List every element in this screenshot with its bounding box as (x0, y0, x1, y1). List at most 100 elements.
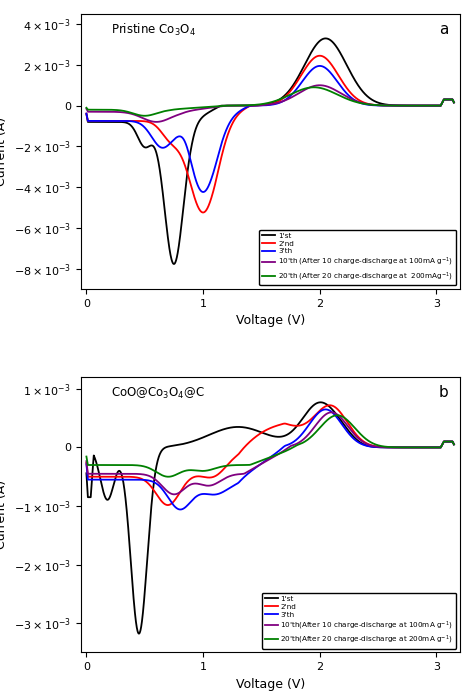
Line: 2'nd: 2'nd (86, 405, 454, 505)
20'th(After 20 charge-discharge at 200mA g$^{-1}$) (335, 411, 340, 419)
3'th (323, 405, 328, 414)
20'th (After 20 charge-discharge at  200mAg$^{-1}$) (444, 95, 450, 103)
2'nd (83, 459, 89, 467)
10'th(After 10 charge-discharge at 100mA g$^{-1}$) (171, 490, 177, 498)
10'th (After 10 charge-discharge at 100mA g$^{-1}$) (126, 109, 131, 117)
Text: a: a (439, 22, 448, 37)
Line: 1'st: 1'st (86, 38, 454, 264)
2'nd (126, 117, 131, 125)
1'st (136, 629, 142, 638)
2'nd (200, 208, 206, 217)
Line: 2'nd: 2'nd (86, 56, 454, 212)
2'nd (147, 119, 153, 127)
3'th (177, 505, 183, 514)
2'nd (451, 440, 457, 448)
20'th (After 20 charge-discharge at  200mAg$^{-1}$) (404, 101, 410, 110)
Line: 3'th: 3'th (86, 409, 454, 509)
10'th(After 10 charge-discharge at 100mA g$^{-1}$) (126, 470, 131, 478)
2'nd (451, 99, 457, 107)
20'th(After 20 charge-discharge at 200mA g$^{-1}$) (451, 440, 457, 448)
10'th(After 10 charge-discharge at 100mA g$^{-1}$) (83, 457, 89, 465)
Line: 3'th: 3'th (86, 66, 454, 192)
1'st (83, 110, 89, 118)
1'st (126, 119, 131, 128)
2'nd (404, 443, 410, 452)
3'th (83, 110, 89, 118)
Text: Pristine Co$_3$O$_4$: Pristine Co$_3$O$_4$ (111, 22, 196, 38)
Line: 1'st: 1'st (86, 403, 454, 634)
20'th (After 20 charge-discharge at  200mAg$^{-1}$) (451, 99, 457, 107)
20'th (After 20 charge-discharge at  200mAg$^{-1}$) (311, 83, 317, 92)
2'nd (444, 95, 450, 103)
3'th (451, 440, 457, 448)
20'th (After 20 charge-discharge at  200mAg$^{-1}$) (126, 108, 131, 116)
2'nd (404, 101, 410, 110)
1'st (404, 101, 410, 110)
10'th(After 10 charge-discharge at 100mA g$^{-1}$) (451, 440, 457, 448)
2'nd (327, 401, 333, 409)
Line: 10'th (After 10 charge-discharge at 100mA g$^{-1}$): 10'th (After 10 charge-discharge at 100m… (86, 85, 454, 122)
3'th (444, 437, 450, 446)
20'th(After 20 charge-discharge at 200mA g$^{-1}$) (165, 473, 171, 481)
3'th (404, 443, 410, 452)
20'th (After 20 charge-discharge at  200mAg$^{-1}$) (225, 101, 230, 110)
3'th (317, 62, 323, 70)
10'th(After 10 charge-discharge at 100mA g$^{-1}$) (404, 443, 410, 452)
2'nd (241, 105, 246, 114)
10'th(After 10 charge-discharge at 100mA g$^{-1}$) (444, 437, 450, 446)
1'st (451, 99, 457, 107)
3'th (147, 477, 153, 485)
20'th(After 20 charge-discharge at 200mA g$^{-1}$) (83, 452, 89, 461)
3'th (126, 475, 131, 484)
10'th(After 10 charge-discharge at 100mA g$^{-1}$) (328, 408, 334, 416)
2'nd (444, 437, 450, 446)
1'st (444, 437, 450, 446)
20'th(After 20 charge-discharge at 200mA g$^{-1}$) (126, 461, 131, 469)
10'th(After 10 charge-discharge at 100mA g$^{-1}$) (147, 472, 153, 480)
2'nd (317, 51, 323, 60)
3'th (444, 95, 450, 103)
1'st (323, 34, 328, 42)
1'st (225, 101, 230, 110)
20'th(After 20 charge-discharge at 200mA g$^{-1}$) (147, 464, 153, 473)
1'st (318, 398, 323, 407)
3'th (241, 473, 246, 482)
20'th(After 20 charge-discharge at 200mA g$^{-1}$) (225, 462, 230, 470)
Text: b: b (438, 385, 448, 400)
1'st (83, 469, 89, 477)
1'st (147, 515, 153, 523)
1'st (404, 443, 410, 452)
1'st (126, 525, 131, 534)
Line: 10'th(After 10 charge-discharge at 100mA g$^{-1}$): 10'th(After 10 charge-discharge at 100mA… (86, 412, 454, 494)
3'th (404, 101, 410, 110)
2'nd (147, 482, 153, 490)
20'th(After 20 charge-discharge at 200mA g$^{-1}$) (404, 443, 410, 452)
2'nd (83, 110, 89, 118)
2'nd (126, 473, 131, 481)
10'th (After 10 charge-discharge at 100mA g$^{-1}$) (451, 99, 457, 107)
10'th (After 10 charge-discharge at 100mA g$^{-1}$) (241, 101, 246, 110)
20'th (After 20 charge-discharge at  200mAg$^{-1}$) (83, 103, 89, 112)
X-axis label: Voltage (V): Voltage (V) (236, 314, 305, 328)
10'th (After 10 charge-discharge at 100mA g$^{-1}$) (317, 81, 323, 90)
1'st (147, 142, 153, 150)
Legend: 1'st, 2'nd, 3'th, 10'th(After 10 charge-discharge at 100mA g$^{-1}$), 20'th(Afte: 1'st, 2'nd, 3'th, 10'th(After 10 charge-… (262, 593, 456, 649)
3'th (83, 460, 89, 468)
Line: 20'th(After 20 charge-discharge at 200mA g$^{-1}$): 20'th(After 20 charge-discharge at 200mA… (86, 415, 454, 477)
20'th (After 20 charge-discharge at  200mAg$^{-1}$) (241, 101, 246, 110)
2'nd (165, 501, 171, 509)
1'st (241, 101, 246, 110)
20'th(After 20 charge-discharge at 200mA g$^{-1}$) (444, 437, 450, 446)
10'th (After 10 charge-discharge at 100mA g$^{-1}$) (154, 118, 159, 126)
3'th (201, 188, 206, 196)
3'th (147, 130, 153, 139)
10'th (After 10 charge-discharge at 100mA g$^{-1}$) (404, 101, 410, 110)
Y-axis label: Current (A): Current (A) (0, 480, 8, 550)
10'th(After 10 charge-discharge at 100mA g$^{-1}$) (241, 470, 246, 478)
1'st (451, 440, 457, 448)
1'st (241, 423, 246, 432)
Line: 20'th (After 20 charge-discharge at  200mAg$^{-1}$): 20'th (After 20 charge-discharge at 200m… (86, 87, 454, 116)
Legend: 1'st, 2'nd, 3'th, 10'th (After 10 charge-discharge at 100mA g$^{-1}$), 20'th (Af: 1'st, 2'nd, 3'th, 10'th (After 10 charge… (259, 230, 456, 285)
10'th (After 10 charge-discharge at 100mA g$^{-1}$) (444, 95, 450, 103)
3'th (225, 123, 230, 131)
